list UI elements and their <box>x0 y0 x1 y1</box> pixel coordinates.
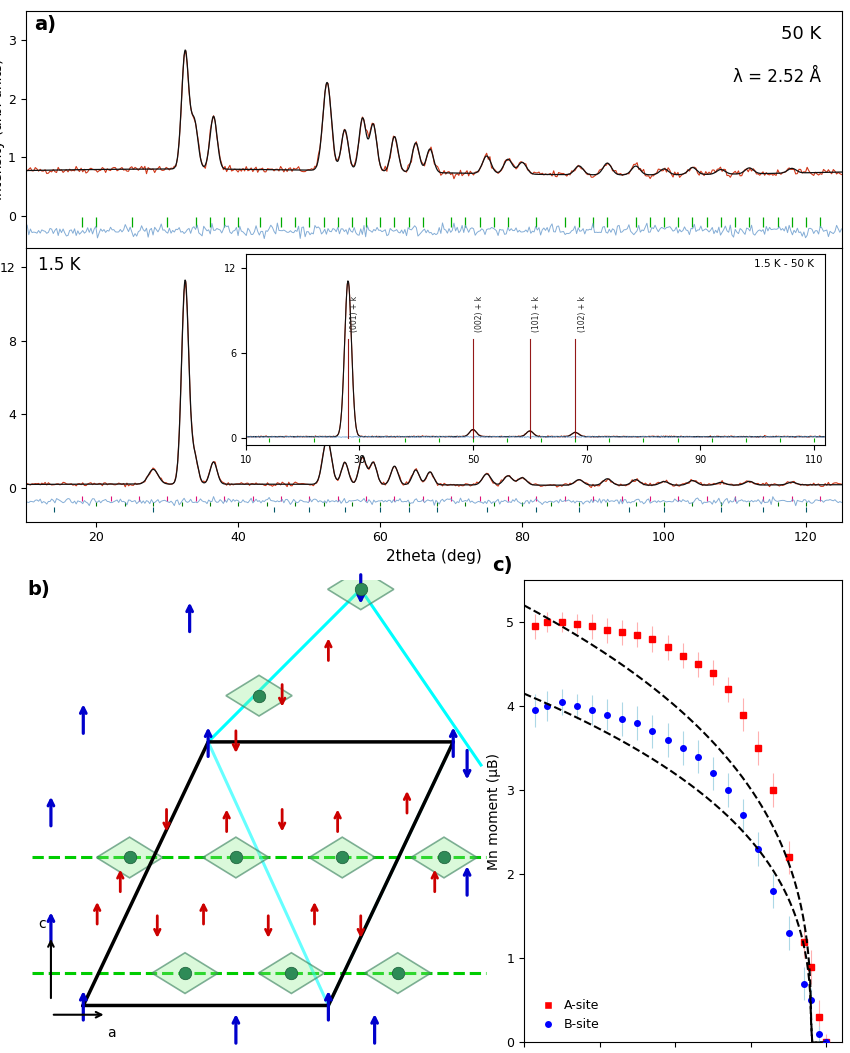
Polygon shape <box>96 837 162 878</box>
Polygon shape <box>203 837 269 878</box>
Polygon shape <box>258 953 325 993</box>
Text: λ = 2.52 Å: λ = 2.52 Å <box>733 67 821 85</box>
Polygon shape <box>411 837 477 878</box>
Text: a): a) <box>34 16 55 35</box>
Text: 1.5 K: 1.5 K <box>37 257 80 275</box>
Text: b): b) <box>28 580 50 599</box>
Text: 50 K: 50 K <box>781 25 821 43</box>
Legend: A-site, B-site: A-site, B-site <box>530 994 604 1036</box>
Polygon shape <box>328 569 394 610</box>
Polygon shape <box>365 953 431 993</box>
Y-axis label: Intensity (arb. units): Intensity (arb. units) <box>0 59 5 200</box>
Polygon shape <box>309 837 376 878</box>
Y-axis label: Mn moment (μB): Mn moment (μB) <box>487 753 501 870</box>
Polygon shape <box>226 675 292 716</box>
Text: c: c <box>38 917 46 932</box>
Polygon shape <box>152 953 218 993</box>
Text: c): c) <box>492 556 513 575</box>
X-axis label: 2theta (deg): 2theta (deg) <box>386 549 481 563</box>
Text: a: a <box>107 1027 116 1040</box>
